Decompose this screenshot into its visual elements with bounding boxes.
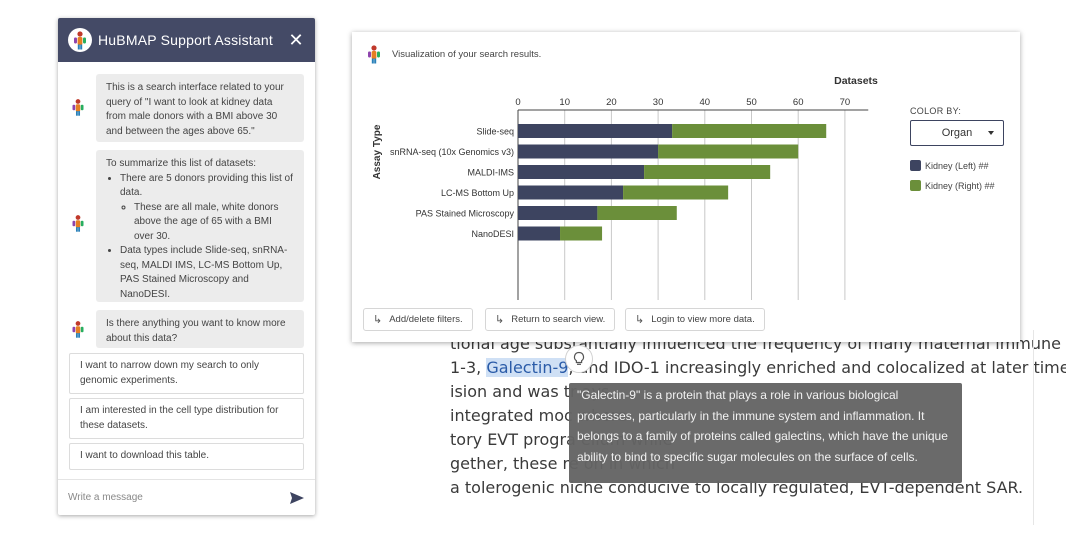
bar-segment[interactable] (623, 185, 729, 200)
send-icon[interactable] (289, 490, 305, 506)
article-line: 1-3, Galectin-9, and IDO-1 increasingly … (450, 358, 1066, 377)
message-bubble: Is there anything you want to know more … (96, 310, 304, 348)
add-delete-filters-button[interactable]: ↳ Add/delete filters. (363, 308, 473, 331)
y-category-label: LC-MS Bottom Up (441, 188, 514, 198)
x-tick-label: 60 (793, 97, 804, 108)
summary-intro: To summarize this list of datasets: (106, 158, 257, 169)
bar-segment[interactable] (518, 226, 561, 241)
assistant-avatar-icon (362, 42, 386, 66)
bar-segment[interactable] (518, 144, 659, 159)
x-tick-label: 10 (559, 97, 570, 108)
bar-segment[interactable] (644, 165, 771, 179)
chat-input-bar (58, 479, 315, 515)
chart-title: Datasets (834, 75, 878, 87)
summary-bullet: Data types include Slide-seq, snRNA-seq,… (120, 244, 294, 302)
x-tick-label: 70 (840, 97, 851, 108)
y-category-label: Slide-seq (476, 127, 514, 137)
legend-item: Kidney (Left) ## (910, 160, 989, 171)
message-input[interactable] (68, 492, 289, 503)
bar-segment[interactable] (518, 206, 598, 220)
summary-bullet: There are 5 donors providing this list o… (120, 172, 294, 245)
stacked-bar-chart: Datasets Assay Type 0 10 20 30 40 50 60 70 Slid… (372, 75, 878, 300)
y-category-label: snRNA-seq (10x Genomics v3) (390, 147, 514, 157)
highlighted-term[interactable]: Galectin-9 (486, 358, 569, 377)
suggestion-chip[interactable]: I want to narrow down my search to only … (69, 353, 304, 394)
close-button[interactable]: ✕ (288, 29, 304, 50)
legend-label: Kidney (Right) ## (925, 180, 995, 191)
login-to-view-button[interactable]: ↳ Login to view more data. (625, 308, 765, 331)
color-by-selected: Organ (941, 127, 973, 139)
viz-caption: Visualization of your search results. (392, 48, 542, 60)
summary-sub-bullet: These are all male, white donors above t… (134, 201, 294, 245)
x-tick-label: 0 (515, 97, 520, 108)
chat-title: HuBMAP Support Assistant (98, 32, 273, 48)
color-by-dropdown[interactable]: Organ (910, 120, 1004, 146)
x-tick-label: 40 (700, 97, 711, 108)
x-tick-label: 20 (606, 97, 617, 108)
return-to-search-button[interactable]: ↳ Return to search view. (485, 308, 616, 331)
hubmap-logo-icon (68, 28, 92, 52)
viz-header: Visualization of your search results. (362, 42, 541, 66)
chat-panel: HuBMAP Support Assistant ✕ This is a sea… (58, 18, 315, 515)
suggestion-chip[interactable]: I am interested in the cell type distrib… (69, 398, 304, 439)
legend-swatch (910, 160, 921, 171)
caret-down-icon (988, 131, 994, 135)
assistant-avatar-icon (67, 96, 89, 118)
bar-segment[interactable] (597, 206, 677, 220)
return-arrow-icon: ↳ (373, 314, 383, 326)
return-arrow-icon: ↳ (635, 314, 645, 326)
legend-label: Kidney (Left) ## (925, 160, 989, 171)
return-arrow-icon: ↳ (495, 314, 505, 326)
definition-tooltip: "Galectin-9" is a protein that plays a r… (569, 383, 962, 483)
bar-segment[interactable] (672, 124, 827, 138)
legend-item: Kidney (Right) ## (910, 180, 995, 191)
assistant-avatar-icon (67, 212, 89, 234)
article-divider (1033, 330, 1034, 525)
bar-segment[interactable] (560, 226, 603, 241)
y-category-label: PAS Stained Microscopy (416, 209, 515, 219)
bar-segment[interactable] (518, 124, 673, 138)
bar-segment[interactable] (518, 165, 645, 179)
message-bubble: To summarize this list of datasets: Ther… (96, 150, 304, 302)
y-axis-label: Assay Type (372, 124, 383, 179)
message-bubble: This is a search interface related to yo… (96, 74, 304, 142)
chat-header: HuBMAP Support Assistant ✕ (58, 18, 315, 62)
visualization-card: Visualization of your search results. Da… (352, 32, 1020, 342)
x-tick-label: 30 (653, 97, 664, 108)
bar-segment[interactable] (658, 144, 799, 159)
y-category-label: NanoDESI (471, 229, 514, 239)
legend-swatch (910, 180, 921, 191)
suggestion-chip[interactable]: I want to download this table. (69, 443, 304, 470)
x-tick-label: 50 (746, 97, 757, 108)
assistant-avatar-icon (67, 318, 89, 340)
bar-segment[interactable] (518, 185, 624, 200)
color-by-label: COLOR BY: (910, 106, 962, 116)
y-category-label: MALDI-IMS (467, 168, 514, 178)
lightbulb-icon[interactable] (565, 345, 593, 373)
